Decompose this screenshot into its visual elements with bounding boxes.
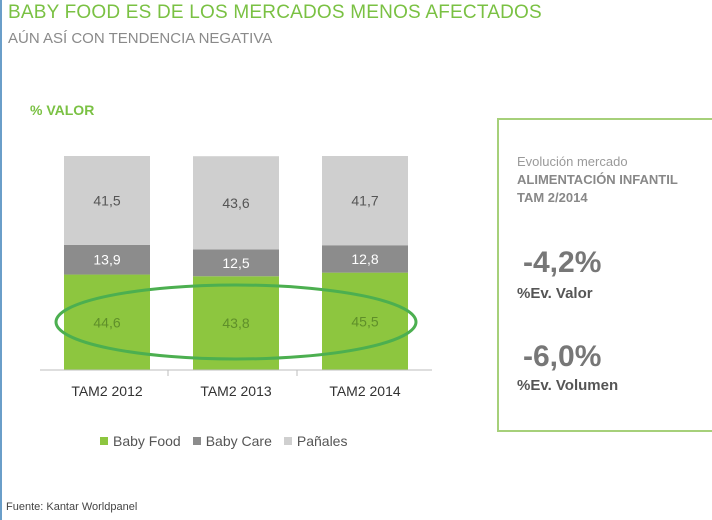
panel-heading: Evolución mercado xyxy=(517,154,628,169)
panel-period: TAM 2/2014 xyxy=(517,190,588,205)
bar-baby-care-2 xyxy=(193,249,279,277)
panel-market-name: ALIMENTACIÓN INFANTIL xyxy=(517,172,678,187)
bar-panales-2 xyxy=(193,156,279,250)
metric-label: % VALOR xyxy=(30,102,95,118)
legend-swatch-panales xyxy=(283,437,292,445)
legend-label-baby-food: Baby Food xyxy=(113,433,181,449)
bar-panales-3 xyxy=(322,156,408,246)
stacked-bar-chart: 44,6 13,9 41,5 TAM2 2012 43,8 12,5 43,6 TAM2 20… xyxy=(40,156,432,399)
legend-label-baby-care: Baby Care xyxy=(205,433,272,449)
kpi-label-volumen: %Ev. Volumen xyxy=(517,377,619,394)
bar-panales-1 xyxy=(64,156,150,245)
kpi-value-volumen: -6,0% xyxy=(523,340,602,373)
legend-label-panales: Pañales xyxy=(296,433,348,449)
value-label-panales-3: 41,7 xyxy=(351,193,378,209)
x-tick-label-1: TAM2 2012 xyxy=(71,383,143,399)
kpi-value-valor: -4,2% xyxy=(523,246,602,279)
legend-item-baby-care: Baby Care xyxy=(192,433,272,449)
market-evolution-panel: Evolución mercado ALIMENTACIÓN INFANTIL … xyxy=(497,118,712,432)
legend-swatch-baby-care xyxy=(192,437,201,445)
chart-legend: Baby Food Baby Care Pañales xyxy=(100,433,347,449)
value-label-baby-care-2: 12,5 xyxy=(222,255,249,271)
legend-item-baby-food: Baby Food xyxy=(100,433,181,449)
source-note: Fuente: Kantar Worldpanel xyxy=(6,501,138,513)
page-title: BABY FOOD ES DE LOS MERCADOS MENOS AFECT… xyxy=(8,2,542,23)
value-label-baby-care-3: 12,8 xyxy=(351,251,378,267)
left-edge-line xyxy=(0,0,2,520)
bar-baby-food-2 xyxy=(193,276,279,370)
value-label-baby-care-1: 13,9 xyxy=(93,252,120,268)
value-label-baby-food-2: 43,8 xyxy=(222,315,249,331)
x-tick-label-3: TAM2 2014 xyxy=(329,383,401,399)
value-label-baby-food-1: 44,6 xyxy=(93,314,120,330)
page-subtitle: AÚN ASÍ CON TENDENCIA NEGATIVA xyxy=(8,30,273,47)
legend-item-panales: Pañales xyxy=(283,433,348,449)
bar-baby-care-1 xyxy=(64,244,150,275)
value-label-panales-2: 43,6 xyxy=(222,195,249,211)
kpi-label-valor: %Ev. Valor xyxy=(517,285,593,302)
value-label-panales-1: 41,5 xyxy=(93,192,120,208)
legend-swatch-baby-food xyxy=(100,437,108,445)
x-tick-label-2: TAM2 2013 xyxy=(200,383,272,399)
bar-baby-care-3 xyxy=(322,245,408,273)
highlight-ellipse xyxy=(54,283,418,361)
value-label-baby-food-3: 45,5 xyxy=(351,313,378,329)
